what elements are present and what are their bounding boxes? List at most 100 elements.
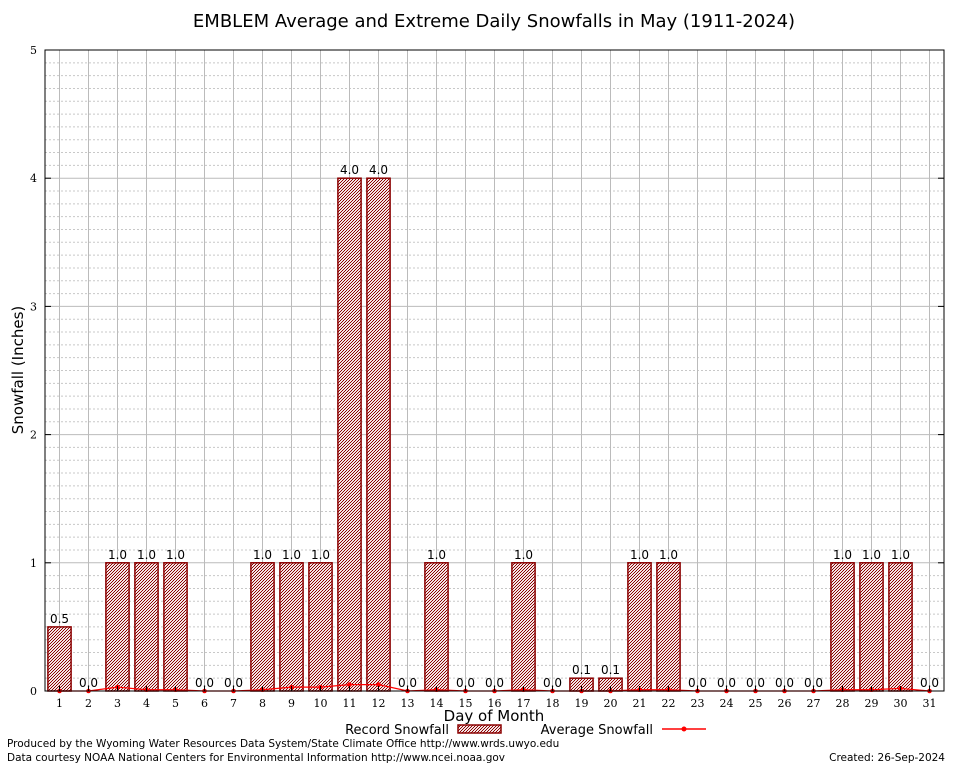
record-bar-label: 0.0 — [746, 676, 765, 690]
legend-record-swatch — [457, 724, 502, 734]
record-bar-label: 0.0 — [485, 676, 504, 690]
record-bar-label: 1.0 — [514, 548, 533, 562]
x-tick-label: 20 — [604, 697, 618, 710]
x-tick-label: 7 — [230, 697, 237, 710]
x-tick-label: 6 — [201, 697, 208, 710]
x-tick-label: 12 — [372, 697, 386, 710]
record-bar-label: 4.0 — [340, 163, 359, 177]
record-bar-label: 1.0 — [891, 548, 910, 562]
record-bar-label: 0.0 — [195, 676, 214, 690]
x-tick-label: 14 — [430, 697, 444, 710]
x-tick-label: 8 — [259, 697, 266, 710]
x-axis-label: Day of Month — [444, 707, 545, 725]
record-bar-label: 0.1 — [601, 663, 620, 677]
x-axis-ticks: 1 2 3 4 5 6 7 8 9 10 11 12 13 14 15 16 17 18 19 20 21 22 23 24 2… — [56, 686, 937, 710]
x-tick-label: 31 — [923, 697, 937, 710]
record-bar-label: 0.5 — [50, 612, 69, 626]
x-tick-label: 24 — [720, 697, 734, 710]
record-bar — [47, 626, 72, 692]
x-tick-label: 21 — [633, 697, 647, 710]
record-bar-label: 0.0 — [79, 676, 98, 690]
record-bar-label: 1.0 — [833, 548, 852, 562]
x-tick-label: 10 — [314, 697, 328, 710]
y-tick-label: 5 — [30, 44, 37, 57]
y-tick-label: 2 — [30, 429, 37, 442]
x-tick-label: 30 — [894, 697, 908, 710]
x-tick-label: 3 — [114, 697, 121, 710]
record-bar — [656, 562, 681, 692]
x-tick-label: 22 — [662, 697, 676, 710]
footer-created: Created: 26-Sep-2024 — [829, 752, 945, 764]
record-bar-label: 0.0 — [543, 676, 562, 690]
x-tick-label: 17 — [517, 697, 531, 710]
record-bar — [424, 562, 449, 692]
record-bar — [859, 562, 884, 692]
record-bar — [366, 177, 391, 692]
x-tick-label: 27 — [807, 697, 821, 710]
x-tick-label: 11 — [343, 697, 357, 710]
grid-lines — [45, 49, 944, 692]
legend-record-label: Record Snowfall — [345, 723, 449, 738]
record-value-labels: 0.5 0.0 1.0 1.0 1.0 0.0 0.0 1.0 1.0 1.0 4.0 4.0 0.0 1… — [50, 163, 939, 690]
x-tick-label: 25 — [749, 697, 763, 710]
record-bar-label: 1.0 — [427, 548, 446, 562]
x-tick-label: 4 — [143, 697, 150, 710]
record-bar-label: 1.0 — [253, 548, 272, 562]
y-tick-label: 0 — [30, 685, 37, 698]
record-bar-label: 4.0 — [369, 163, 388, 177]
record-bar-label: 1.0 — [862, 548, 881, 562]
y-axis-label: Snowfall (Inches) — [9, 306, 27, 434]
x-tick-label: 23 — [691, 697, 705, 710]
y-axis-ticks: 0 1 2 3 4 5 — [30, 44, 944, 698]
record-bar-label: 0.0 — [920, 676, 939, 690]
record-bar-label: 0.0 — [688, 676, 707, 690]
x-tick-label: 26 — [778, 697, 792, 710]
y-tick-label: 1 — [30, 557, 37, 570]
snowfall-chart: EMBLEM Average and Extreme Daily Snowfal… — [9, 11, 945, 738]
x-tick-label: 13 — [401, 697, 415, 710]
legend-average-label: Average Snowfall — [541, 723, 653, 738]
record-bar — [308, 562, 333, 692]
record-bar-label: 1.0 — [282, 548, 301, 562]
record-bar — [163, 562, 188, 692]
record-bar — [134, 562, 159, 692]
record-bar-label: 0.0 — [398, 676, 417, 690]
record-bar — [627, 562, 652, 692]
record-bar — [250, 562, 275, 692]
record-bar-label: 0.0 — [717, 676, 736, 690]
average-point — [347, 682, 352, 687]
record-bar-label: 0.0 — [775, 676, 794, 690]
chart-title: EMBLEM Average and Extreme Daily Snowfal… — [193, 11, 795, 32]
x-tick-label: 16 — [488, 697, 502, 710]
footer-courtesy: Data courtesy NOAA National Centers for … — [7, 752, 506, 764]
record-bar-label: 1.0 — [630, 548, 649, 562]
record-bar — [830, 562, 855, 692]
x-tick-label: 9 — [288, 697, 295, 710]
x-tick-label: 5 — [172, 697, 179, 710]
legend: Record Snowfall Average Snowfall — [345, 723, 706, 738]
record-bars — [47, 177, 913, 692]
record-bar-label: 0.0 — [804, 676, 823, 690]
record-bar — [511, 562, 536, 692]
record-bar-label: 1.0 — [108, 548, 127, 562]
y-tick-label: 4 — [30, 172, 37, 185]
x-tick-label: 19 — [575, 697, 589, 710]
record-bar-label: 0.0 — [224, 676, 243, 690]
record-bar — [337, 177, 362, 692]
record-bar — [105, 562, 130, 692]
x-tick-label: 18 — [546, 697, 560, 710]
record-bar-label: 1.0 — [311, 548, 330, 562]
average-point — [376, 682, 381, 687]
x-tick-label: 1 — [56, 697, 63, 710]
y-tick-label: 3 — [30, 300, 37, 313]
record-bar — [888, 562, 913, 692]
record-bar-label: 0.1 — [572, 663, 591, 677]
record-bar-label: 1.0 — [166, 548, 185, 562]
record-bar-label: 0.0 — [456, 676, 475, 690]
x-tick-label: 15 — [459, 697, 473, 710]
footer-producer: Produced by the Wyoming Water Resources … — [7, 738, 560, 750]
legend-average-marker — [681, 726, 687, 732]
x-tick-label: 29 — [865, 697, 879, 710]
record-bar-label: 1.0 — [137, 548, 156, 562]
record-bar-label: 1.0 — [659, 548, 678, 562]
